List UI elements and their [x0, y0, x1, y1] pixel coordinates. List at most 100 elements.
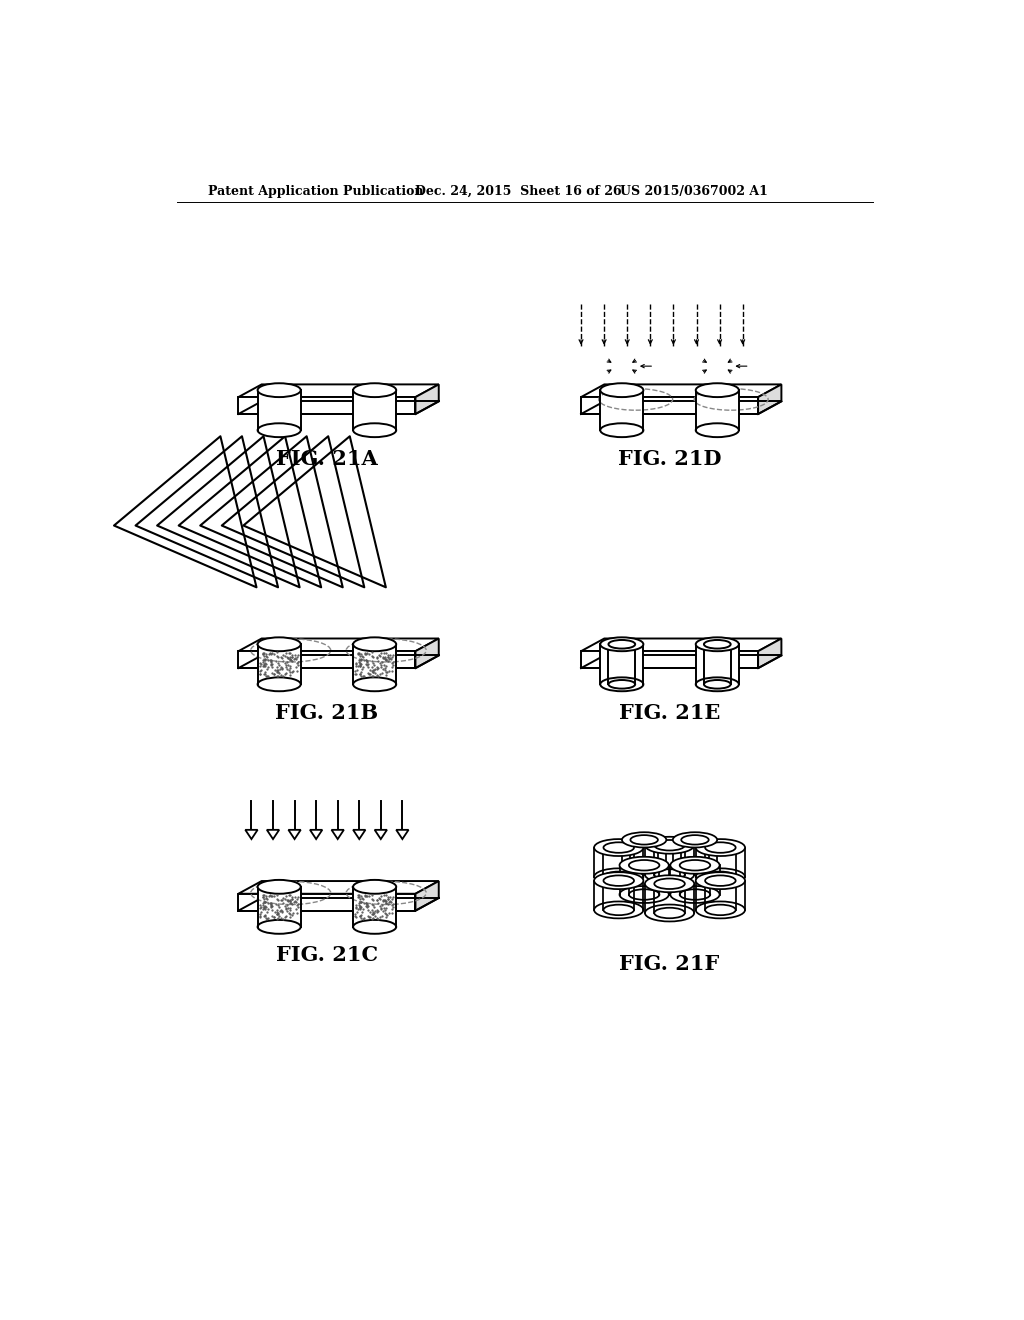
Polygon shape: [695, 847, 745, 876]
Polygon shape: [258, 644, 301, 684]
Ellipse shape: [695, 638, 739, 651]
Ellipse shape: [673, 857, 717, 873]
Text: US 2015/0367002 A1: US 2015/0367002 A1: [620, 185, 767, 198]
Polygon shape: [622, 840, 667, 865]
Ellipse shape: [258, 424, 301, 437]
Ellipse shape: [258, 920, 301, 933]
Text: FIG. 21C: FIG. 21C: [275, 945, 378, 965]
Ellipse shape: [654, 908, 685, 919]
Ellipse shape: [695, 383, 739, 397]
Ellipse shape: [600, 424, 643, 437]
Ellipse shape: [620, 886, 669, 903]
Ellipse shape: [703, 640, 731, 648]
Polygon shape: [239, 639, 438, 651]
Ellipse shape: [645, 837, 694, 854]
Polygon shape: [310, 830, 323, 840]
Polygon shape: [695, 880, 745, 909]
Text: FIG. 21A: FIG. 21A: [276, 449, 378, 469]
Ellipse shape: [608, 680, 635, 689]
Ellipse shape: [258, 677, 301, 692]
Ellipse shape: [594, 840, 643, 857]
Ellipse shape: [600, 638, 643, 651]
Ellipse shape: [645, 866, 694, 883]
Ellipse shape: [706, 904, 735, 915]
Polygon shape: [695, 391, 739, 430]
Text: Dec. 24, 2015  Sheet 16 of 26: Dec. 24, 2015 Sheet 16 of 26: [416, 185, 623, 198]
Polygon shape: [758, 384, 781, 414]
Ellipse shape: [353, 920, 396, 933]
Polygon shape: [239, 384, 438, 397]
Ellipse shape: [258, 638, 301, 651]
Polygon shape: [353, 644, 396, 684]
Polygon shape: [353, 830, 366, 840]
Polygon shape: [246, 830, 258, 840]
Polygon shape: [375, 830, 387, 840]
Ellipse shape: [353, 677, 396, 692]
Ellipse shape: [681, 836, 709, 845]
Ellipse shape: [645, 875, 694, 892]
Ellipse shape: [603, 871, 634, 882]
Ellipse shape: [594, 869, 643, 886]
Ellipse shape: [622, 832, 667, 847]
Polygon shape: [353, 391, 396, 430]
Ellipse shape: [695, 869, 745, 886]
Polygon shape: [758, 639, 781, 668]
Polygon shape: [594, 847, 643, 876]
Ellipse shape: [629, 861, 659, 870]
Polygon shape: [416, 384, 438, 414]
Ellipse shape: [695, 424, 739, 437]
Ellipse shape: [622, 857, 667, 873]
Polygon shape: [645, 884, 694, 913]
Text: FIG. 21F: FIG. 21F: [620, 954, 720, 974]
Ellipse shape: [706, 871, 735, 882]
Ellipse shape: [695, 873, 745, 890]
Ellipse shape: [631, 861, 657, 870]
Ellipse shape: [706, 875, 735, 886]
Polygon shape: [620, 866, 669, 895]
Ellipse shape: [594, 902, 643, 919]
Ellipse shape: [654, 870, 685, 879]
Polygon shape: [239, 894, 416, 911]
Ellipse shape: [594, 873, 643, 890]
Polygon shape: [581, 397, 758, 414]
Polygon shape: [239, 651, 416, 668]
Ellipse shape: [629, 890, 659, 900]
Ellipse shape: [654, 879, 685, 888]
Ellipse shape: [353, 383, 396, 397]
Ellipse shape: [673, 832, 717, 847]
Polygon shape: [416, 880, 438, 911]
Ellipse shape: [671, 886, 720, 903]
Polygon shape: [645, 845, 694, 875]
Polygon shape: [239, 880, 438, 894]
Ellipse shape: [603, 875, 634, 886]
Ellipse shape: [695, 840, 745, 857]
Ellipse shape: [600, 677, 643, 692]
Text: Patent Application Publication: Patent Application Publication: [208, 185, 423, 198]
Ellipse shape: [258, 880, 301, 894]
Polygon shape: [239, 397, 416, 414]
Polygon shape: [258, 391, 301, 430]
Polygon shape: [695, 644, 739, 684]
Ellipse shape: [680, 890, 711, 900]
Polygon shape: [600, 391, 643, 430]
Polygon shape: [416, 639, 438, 668]
Polygon shape: [353, 887, 396, 927]
Ellipse shape: [695, 677, 739, 692]
Ellipse shape: [258, 383, 301, 397]
Ellipse shape: [600, 383, 643, 397]
Ellipse shape: [681, 861, 709, 870]
Ellipse shape: [353, 638, 396, 651]
Polygon shape: [673, 840, 717, 865]
Ellipse shape: [603, 904, 634, 915]
Ellipse shape: [353, 424, 396, 437]
Ellipse shape: [608, 640, 635, 648]
Polygon shape: [671, 866, 720, 895]
Text: FIG. 21E: FIG. 21E: [618, 702, 720, 723]
Polygon shape: [600, 644, 643, 684]
Ellipse shape: [620, 857, 669, 874]
Ellipse shape: [671, 857, 720, 874]
Ellipse shape: [680, 861, 711, 870]
Ellipse shape: [654, 840, 685, 850]
Text: FIG. 21B: FIG. 21B: [275, 702, 379, 723]
Polygon shape: [258, 887, 301, 927]
